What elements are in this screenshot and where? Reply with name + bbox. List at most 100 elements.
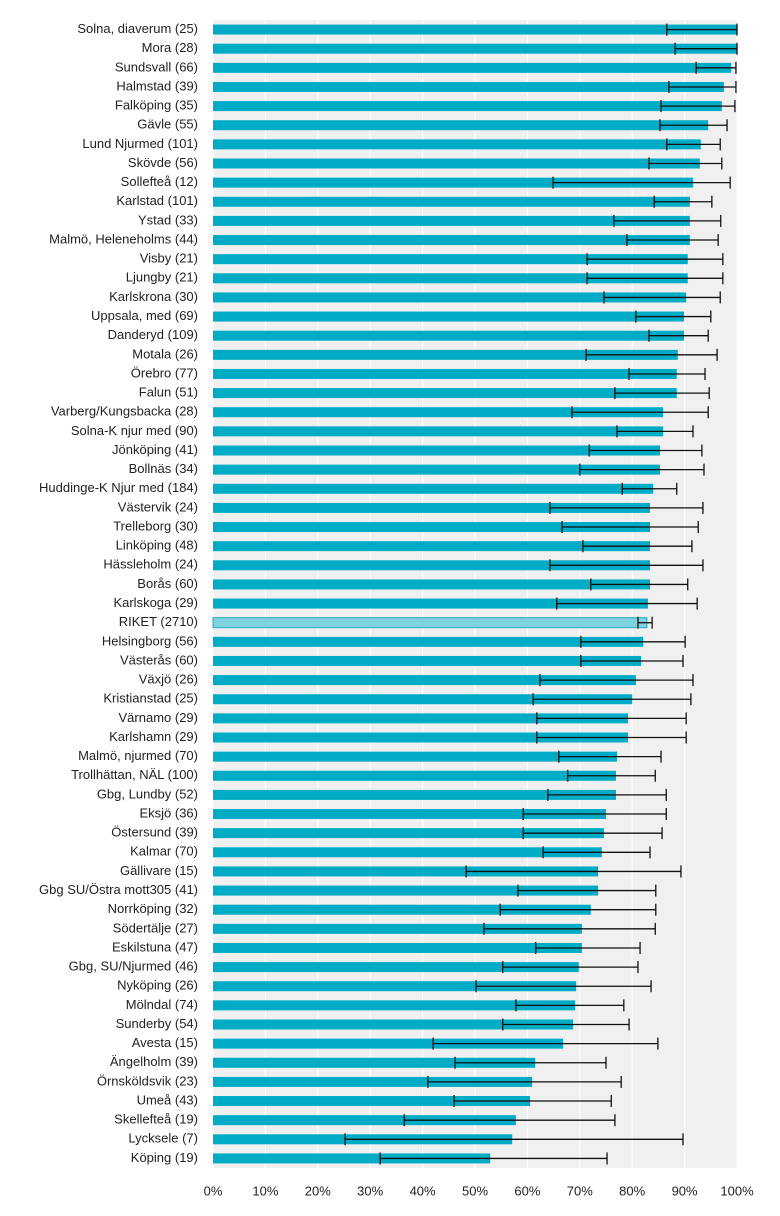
bar (213, 1153, 491, 1164)
bar (213, 483, 654, 494)
bar (213, 330, 685, 341)
bar (213, 235, 690, 246)
x-tick-label: 10% (252, 1183, 278, 1198)
y-tick-label: Mora (28) (142, 40, 198, 55)
y-tick-label: Karlskrona (30) (109, 289, 198, 304)
bar (213, 24, 737, 35)
bar (213, 770, 616, 781)
bar (213, 579, 651, 590)
y-tick-label: Skellefteå (19) (114, 1112, 198, 1127)
x-tick-label: 90% (672, 1183, 698, 1198)
y-tick-label: Östersund (39) (111, 825, 198, 840)
bar (213, 445, 660, 456)
y-tick-label: Ljungby (21) (126, 270, 198, 285)
y-tick-label: Trollhättan, NÄL (100) (71, 767, 198, 782)
y-tick-label: Köping (19) (131, 1150, 198, 1165)
x-tick-label: 70% (567, 1183, 593, 1198)
y-tick-label: Sunderby (54) (116, 1016, 198, 1031)
bar (213, 694, 633, 705)
bar (213, 885, 599, 896)
bar (213, 636, 644, 647)
y-tick-label: Helsingborg (56) (102, 633, 198, 648)
y-tick-label: Trelleborg (30) (113, 518, 198, 533)
y-tick-label: Malmö, njurmed (70) (78, 748, 198, 763)
bar (213, 101, 722, 112)
x-tick-label: 80% (619, 1183, 645, 1198)
y-tick-label: Värnamo (29) (119, 710, 198, 725)
y-tick-label: RIKET (2710) (119, 614, 198, 629)
y-tick-label: Skövde (56) (128, 155, 198, 170)
y-tick-label: Västervik (24) (118, 499, 198, 514)
bar (213, 655, 642, 666)
y-tick-label: Mölndal (74) (126, 997, 198, 1012)
bar (213, 349, 678, 360)
y-tick-label: Eksjö (36) (139, 805, 198, 820)
y-tick-label: Norrköping (32) (108, 901, 198, 916)
y-tick-label: Falun (51) (139, 385, 198, 400)
bar (213, 177, 693, 188)
y-tick-label: Bollnäs (34) (129, 461, 198, 476)
bar (213, 675, 636, 686)
y-tick-label: Solna-K njur med (90) (71, 423, 198, 438)
y-tick-label: Huddinge-K Njur med (184) (39, 480, 198, 495)
x-tick-label: 20% (305, 1183, 331, 1198)
bar (213, 866, 599, 877)
x-tick-label: 30% (357, 1183, 383, 1198)
y-tick-label: Ängelholm (39) (110, 1054, 198, 1069)
y-tick-label: Kalmar (70) (130, 844, 198, 859)
y-tick-label: Umeå (43) (137, 1092, 198, 1107)
y-tick-label: Gbg, Lundby (52) (97, 786, 198, 801)
bar (213, 120, 709, 131)
y-tick-label: Ystad (33) (138, 212, 198, 227)
y-tick-label: Hässleholm (24) (103, 557, 198, 572)
y-tick-label: Gbg, SU/Njurmed (46) (69, 959, 198, 974)
y-tick-label: Avesta (15) (132, 1035, 198, 1050)
y-tick-label: Malmö, Heleneholms (44) (49, 231, 198, 246)
y-tick-label: Falköping (35) (115, 98, 198, 113)
bar (213, 828, 604, 839)
y-tick-label: Solna, diaverum (25) (77, 21, 198, 36)
y-tick-label: Västerås (60) (120, 652, 198, 667)
bar (213, 789, 616, 800)
y-tick-label: Danderyd (109) (108, 327, 198, 342)
y-tick-label: Nyköping (26) (117, 978, 198, 993)
bar (213, 923, 582, 934)
bar (213, 139, 701, 150)
x-tick-label: 100% (720, 1183, 754, 1198)
y-tick-label: Lund Njurmed (101) (82, 136, 198, 151)
y-tick-label: Örebro (77) (131, 365, 198, 380)
bar (213, 273, 688, 284)
bar (213, 847, 602, 858)
bar (213, 1038, 564, 1049)
bar (213, 292, 687, 303)
x-tick-label: 40% (410, 1183, 436, 1198)
y-tick-label: Gbg SU/Östra mott305 (41) (39, 882, 198, 897)
bar (213, 809, 606, 820)
bar (213, 1019, 573, 1030)
bar (213, 560, 651, 571)
bar (213, 311, 685, 322)
bar (213, 1096, 531, 1107)
bar (213, 43, 737, 54)
bar (213, 1057, 536, 1068)
y-tick-label: Gällivare (15) (120, 863, 198, 878)
x-tick-label: 50% (462, 1183, 488, 1198)
x-tick-label: 0% (204, 1183, 223, 1198)
bar (213, 713, 629, 724)
bar (213, 522, 651, 533)
y-tick-label: Linköping (48) (116, 538, 198, 553)
bar (213, 196, 690, 207)
y-tick-label: Halmstad (39) (116, 78, 198, 93)
bar (213, 751, 618, 762)
y-tick-label: Borås (60) (137, 576, 198, 591)
y-tick-label: Uppsala, med (69) (91, 308, 198, 323)
bar (213, 1076, 533, 1087)
bar (213, 904, 591, 915)
y-tick-label: Eskilstuna (47) (112, 939, 198, 954)
bar (213, 158, 700, 169)
bar (213, 502, 651, 513)
y-tick-label: Södertälje (27) (113, 920, 198, 935)
y-tick-label: Visby (21) (140, 251, 198, 266)
